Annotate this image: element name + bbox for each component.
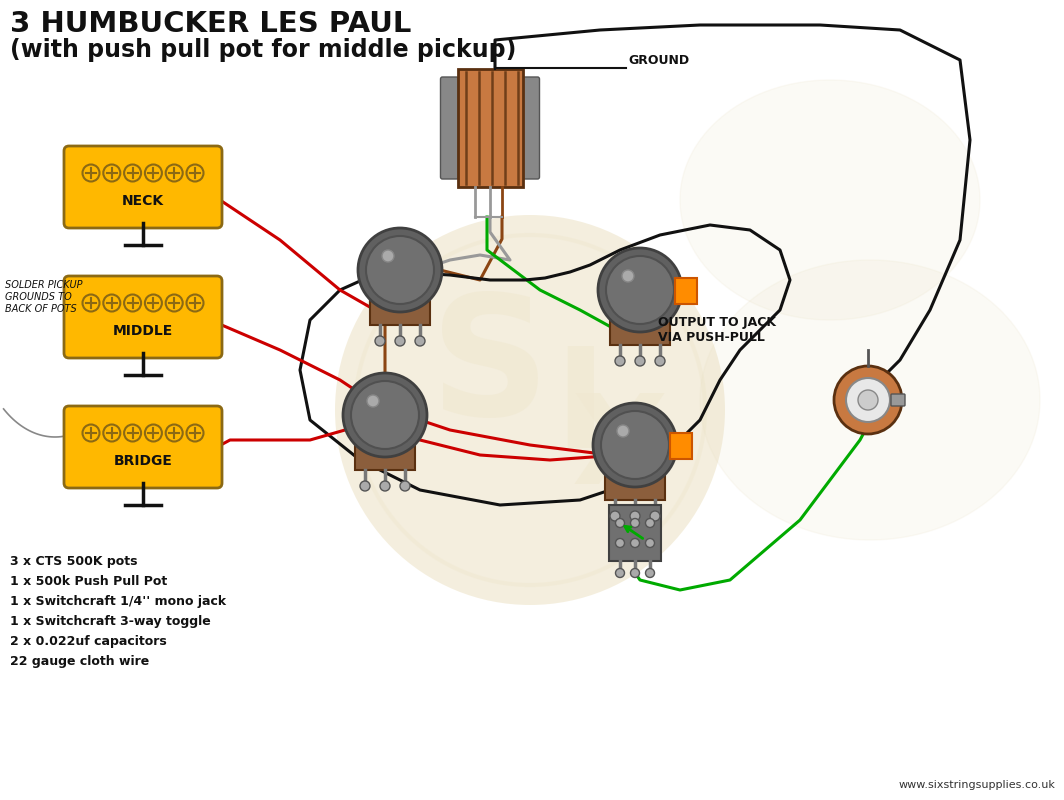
Circle shape <box>610 511 620 521</box>
Bar <box>609 505 661 561</box>
Text: X: X <box>571 390 668 510</box>
Text: (with push pull pot for middle pickup): (with push pull pot for middle pickup) <box>10 38 516 62</box>
Circle shape <box>617 425 629 437</box>
Circle shape <box>83 425 100 442</box>
FancyBboxPatch shape <box>521 77 539 179</box>
Circle shape <box>375 336 385 346</box>
Circle shape <box>846 378 890 422</box>
Polygon shape <box>680 80 980 320</box>
Bar <box>370 287 430 325</box>
Circle shape <box>103 165 120 182</box>
Bar <box>355 432 415 470</box>
Circle shape <box>351 381 419 449</box>
Circle shape <box>124 425 142 442</box>
Bar <box>610 307 670 345</box>
Text: 22 gauge cloth wire: 22 gauge cloth wire <box>10 655 149 668</box>
Text: SOLDER PICKUP
GROUNDS TO
BACK OF POTS: SOLDER PICKUP GROUNDS TO BACK OF POTS <box>5 280 83 314</box>
Circle shape <box>635 356 645 366</box>
Circle shape <box>415 336 425 346</box>
FancyBboxPatch shape <box>64 146 222 228</box>
Text: OUTPUT TO JACK
VIA PUSH-PULL: OUTPUT TO JACK VIA PUSH-PULL <box>658 316 776 344</box>
Circle shape <box>366 236 434 304</box>
Circle shape <box>631 518 639 527</box>
Circle shape <box>858 390 878 410</box>
Circle shape <box>834 366 902 434</box>
Text: S: S <box>430 289 550 451</box>
Circle shape <box>83 294 100 311</box>
Circle shape <box>335 215 725 605</box>
Circle shape <box>145 165 162 182</box>
Circle shape <box>145 425 162 442</box>
Circle shape <box>615 356 625 366</box>
Circle shape <box>186 165 203 182</box>
Circle shape <box>186 294 203 311</box>
Circle shape <box>166 294 183 311</box>
Circle shape <box>615 569 625 578</box>
Bar <box>458 69 522 187</box>
Circle shape <box>395 336 405 346</box>
Circle shape <box>630 511 641 521</box>
Circle shape <box>367 395 379 407</box>
Circle shape <box>646 569 654 578</box>
Circle shape <box>343 373 427 457</box>
Text: I: I <box>554 342 605 478</box>
Text: GROUND: GROUND <box>628 54 689 66</box>
Circle shape <box>400 481 410 491</box>
Circle shape <box>124 294 142 311</box>
Circle shape <box>631 569 639 578</box>
Text: 2 x 0.022uf capacitors: 2 x 0.022uf capacitors <box>10 635 167 648</box>
FancyBboxPatch shape <box>64 276 222 358</box>
Circle shape <box>360 481 370 491</box>
Text: NECK: NECK <box>122 194 164 208</box>
Circle shape <box>615 518 625 527</box>
Circle shape <box>606 256 674 324</box>
Circle shape <box>382 250 394 262</box>
Text: 1 x Switchcraft 1/4'' mono jack: 1 x Switchcraft 1/4'' mono jack <box>10 595 227 608</box>
Circle shape <box>646 518 654 527</box>
Text: MIDDLE: MIDDLE <box>113 324 173 338</box>
FancyBboxPatch shape <box>64 406 222 488</box>
Polygon shape <box>700 260 1040 540</box>
Circle shape <box>145 294 162 311</box>
Text: www.sixstringsupplies.co.uk: www.sixstringsupplies.co.uk <box>898 780 1055 790</box>
FancyBboxPatch shape <box>440 77 459 179</box>
Circle shape <box>186 425 203 442</box>
Circle shape <box>598 248 682 332</box>
Text: 3 HUMBUCKER LES PAUL: 3 HUMBUCKER LES PAUL <box>10 10 412 38</box>
Circle shape <box>646 538 654 547</box>
Circle shape <box>166 165 183 182</box>
Circle shape <box>103 425 120 442</box>
Text: 3 x CTS 500K pots: 3 x CTS 500K pots <box>10 555 137 568</box>
Text: 1 x 500k Push Pull Pot: 1 x 500k Push Pull Pot <box>10 575 167 588</box>
Circle shape <box>358 228 442 312</box>
Circle shape <box>631 538 639 547</box>
Circle shape <box>380 481 390 491</box>
Circle shape <box>622 270 634 282</box>
Circle shape <box>655 356 665 366</box>
FancyBboxPatch shape <box>891 394 905 406</box>
Circle shape <box>615 538 625 547</box>
Bar <box>605 462 665 500</box>
Circle shape <box>103 294 120 311</box>
Bar <box>670 433 692 459</box>
Circle shape <box>124 165 142 182</box>
Circle shape <box>601 411 669 479</box>
Text: 1 x Switchcraft 3-way toggle: 1 x Switchcraft 3-way toggle <box>10 615 211 628</box>
Circle shape <box>650 511 660 521</box>
Circle shape <box>166 425 183 442</box>
Circle shape <box>593 403 677 487</box>
Text: BRIDGE: BRIDGE <box>114 454 172 468</box>
Circle shape <box>83 165 100 182</box>
Bar <box>675 278 697 304</box>
